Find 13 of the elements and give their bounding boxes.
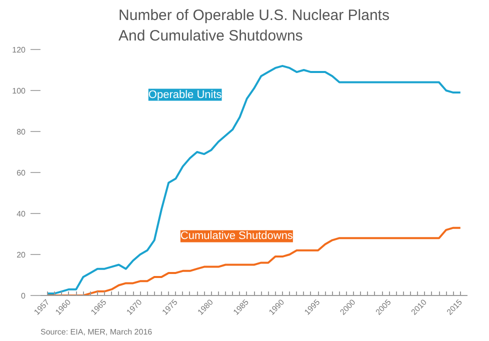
- y-tick-label: 0: [21, 292, 26, 300]
- y-tick-label: 100: [12, 86, 26, 96]
- source-note: Source: EIA, MER, March 2016: [40, 328, 153, 336]
- y-tick-label: 120: [12, 46, 26, 54]
- y-tick-label: 80: [16, 128, 26, 136]
- series-label: Cumulative Shutdowns: [180, 230, 294, 242]
- line-series: [46, 226, 462, 296]
- y-tick-label: 20: [16, 250, 26, 260]
- y-tick-label: 60: [16, 168, 26, 178]
- y-tick-label: 40: [16, 210, 26, 218]
- line-series: [46, 64, 462, 294]
- text: Operable Units: [148, 88, 222, 101]
- chart-title: Number of Operable U.S. Nuclear Plants And Cumulative Shutdowns: [118, 7, 390, 44]
